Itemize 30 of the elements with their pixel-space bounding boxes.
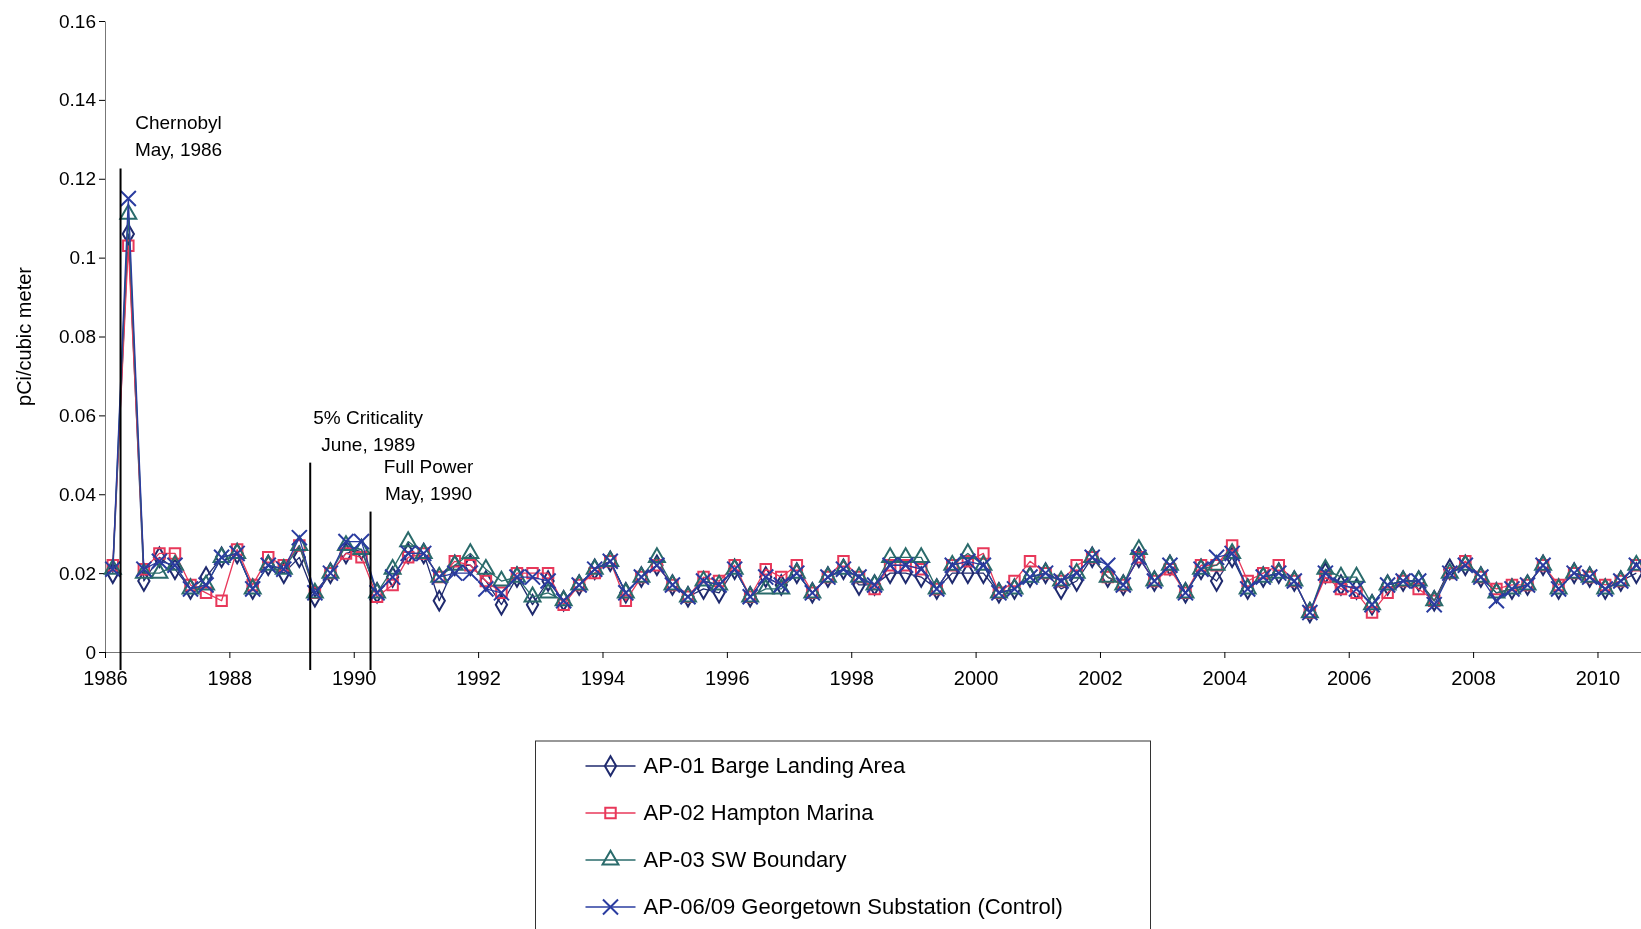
y-tick-label: 0 <box>85 641 96 663</box>
legend-label: AP-01 Barge Landing Area <box>643 753 907 778</box>
y-tick-label: 0.04 <box>59 483 97 505</box>
x-tick-label: 1988 <box>207 667 253 689</box>
x-tick-label: 2000 <box>953 667 999 689</box>
y-tick-label: 0.1 <box>69 247 96 269</box>
ref-line-label: Chernobyl May, 1986 <box>134 112 223 161</box>
x-tick-label: 1992 <box>456 667 501 689</box>
x-tick-label: 2006 <box>1326 667 1372 689</box>
y-tick-label: 0.08 <box>59 326 96 348</box>
x-tick-label: 2010 <box>1575 667 1621 689</box>
x-tick-label: 1990 <box>331 667 377 689</box>
legend-label: AP-03 SW Boundary <box>643 847 847 872</box>
x-tick-label: 1994 <box>580 667 626 689</box>
y-tick-label: 0.14 <box>59 89 97 111</box>
y-tick-label: 0.06 <box>59 404 96 426</box>
y-tick-label: 0.12 <box>59 168 96 190</box>
x-tick-label: 1998 <box>829 667 874 689</box>
x-tick-label: 1996 <box>705 667 750 689</box>
legend-label: AP-06/09 Georgetown Substation (Control) <box>643 894 1063 919</box>
y-axis-title: pCi/cubic meter <box>13 266 35 406</box>
legend-label: AP-02 Hampton Marina <box>643 800 875 825</box>
ref-line-label: 5% Criticality June, 1989 <box>313 406 424 455</box>
y-tick-label: 0.02 <box>59 562 96 584</box>
y-tick-label: 0.16 <box>59 10 96 32</box>
ref-line-label: Full Power May, 1990 <box>383 455 475 504</box>
x-tick-label: 2002 <box>1078 667 1123 689</box>
x-tick-label: 2008 <box>1451 667 1496 689</box>
x-tick-label: 2004 <box>1202 667 1248 689</box>
x-tick-label: 1986 <box>83 667 128 689</box>
